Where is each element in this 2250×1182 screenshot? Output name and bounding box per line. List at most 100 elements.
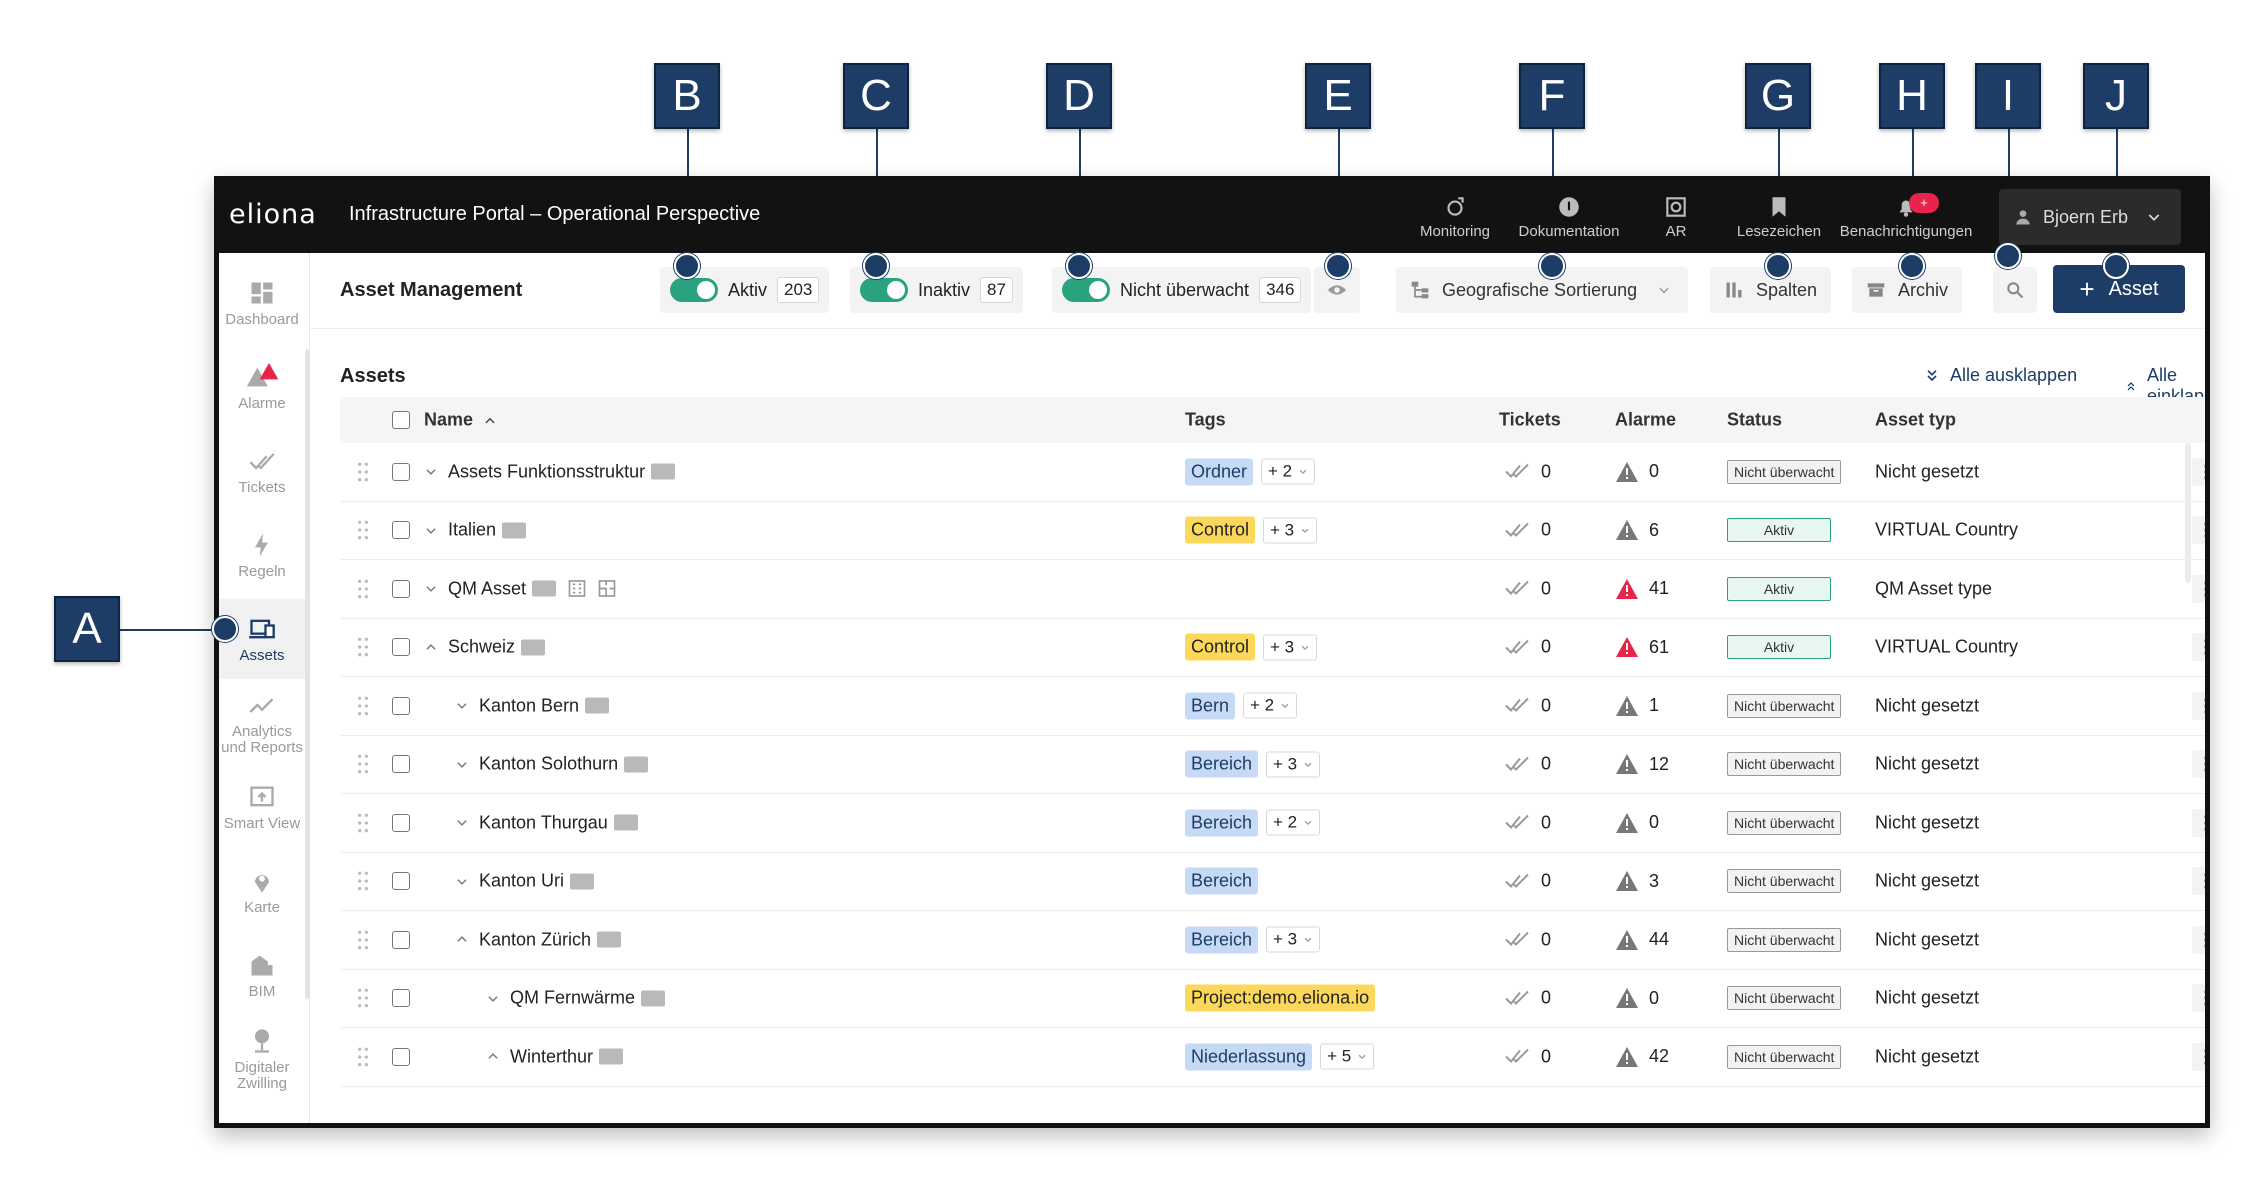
row-menu-button[interactable] bbox=[2192, 457, 2205, 486]
column-asset-type[interactable]: Asset typ bbox=[1875, 409, 1957, 430]
chevron-down-icon[interactable] bbox=[424, 523, 438, 537]
asset-name[interactable]: Kanton Solothurn bbox=[479, 753, 619, 774]
search-button[interactable] bbox=[1993, 267, 2037, 313]
sidebar-item-dashboard[interactable]: Dashboard bbox=[219, 263, 305, 343]
asset-name[interactable]: Winterthur bbox=[510, 1046, 594, 1067]
asset-name[interactable]: Kanton Zürich bbox=[479, 929, 592, 950]
expand-all-link[interactable]: Alle ausklappen bbox=[1924, 365, 2077, 386]
drag-handle-icon[interactable] bbox=[356, 987, 370, 1009]
table-row[interactable]: QM Asset 0 41 Aktiv QM Asset type bbox=[340, 560, 2205, 619]
tag-chip[interactable]: Bern bbox=[1185, 692, 1236, 720]
more-tags-button[interactable]: + 3 bbox=[1266, 926, 1321, 953]
tag-chip[interactable]: Bereich bbox=[1185, 750, 1259, 778]
user-menu[interactable]: Bjoern Erb bbox=[1999, 189, 2181, 245]
column-tickets[interactable]: Tickets bbox=[1499, 409, 1561, 430]
chevron-down-icon[interactable] bbox=[424, 465, 438, 479]
asset-name[interactable]: QM Asset bbox=[448, 578, 527, 599]
row-checkbox[interactable] bbox=[392, 696, 410, 715]
tag-chip[interactable]: Niederlassung bbox=[1185, 1043, 1313, 1071]
row-checkbox[interactable] bbox=[392, 872, 410, 891]
asset-name[interactable]: Kanton Bern bbox=[479, 695, 580, 716]
drag-handle-icon[interactable] bbox=[356, 812, 370, 834]
chevron-up-icon[interactable] bbox=[424, 640, 438, 654]
table-row[interactable]: Schweiz Control + 3 0 61 Aktiv VIRTUAL Country bbox=[340, 619, 2205, 677]
row-menu-button[interactable] bbox=[2192, 633, 2205, 662]
sidebar-item-alarms[interactable]: Alarme bbox=[219, 347, 305, 427]
row-checkbox[interactable] bbox=[392, 989, 410, 1008]
drag-handle-icon[interactable] bbox=[356, 578, 370, 600]
asset-name[interactable]: Kanton Thurgau bbox=[479, 812, 608, 833]
toggle-switch[interactable] bbox=[860, 278, 908, 302]
row-checkbox[interactable] bbox=[392, 813, 410, 832]
row-checkbox[interactable] bbox=[392, 462, 410, 481]
topnav-bookmarks[interactable]: Lesezeichen bbox=[1729, 187, 1829, 247]
toggle-inactive[interactable]: Inaktiv 87 bbox=[850, 267, 1023, 313]
asset-name[interactable]: Schweiz bbox=[448, 636, 516, 657]
row-checkbox[interactable] bbox=[392, 521, 410, 540]
topnav-notifications[interactable]: Benachrichtigungen + bbox=[1831, 187, 1981, 247]
drag-handle-icon[interactable] bbox=[356, 461, 370, 483]
sidebar-item-digital-twin[interactable]: Digitaler Zwilling bbox=[219, 1019, 305, 1099]
tag-chip[interactable]: Ordner bbox=[1185, 458, 1254, 486]
more-tags-button[interactable]: + 3 bbox=[1263, 517, 1318, 544]
row-checkbox[interactable] bbox=[392, 1047, 410, 1066]
table-row[interactable]: QM Fernwärme Project:demo.eliona.io 0 0 Nich… bbox=[340, 970, 2205, 1028]
topnav-documentation[interactable]: Dokumentation bbox=[1509, 187, 1629, 247]
tag-chip[interactable]: Control bbox=[1185, 516, 1256, 544]
drag-handle-icon[interactable] bbox=[356, 1046, 370, 1068]
row-checkbox[interactable] bbox=[392, 930, 410, 949]
sidebar-item-smart-view[interactable]: Smart View bbox=[219, 767, 305, 847]
more-tags-button[interactable]: + 3 bbox=[1266, 751, 1321, 778]
asset-name[interactable]: QM Fernwärme bbox=[510, 987, 636, 1008]
sidebar-item-assets[interactable]: Assets bbox=[219, 599, 305, 679]
column-name[interactable]: Name bbox=[424, 410, 497, 431]
table-row[interactable]: Kanton Uri Bereich 0 3 Nicht überwacht Nicht … bbox=[340, 853, 2205, 911]
sidebar-item-bim[interactable]: BIM bbox=[219, 935, 305, 1015]
toggle-switch[interactable] bbox=[1062, 278, 1110, 302]
asset-name[interactable]: Kanton Uri bbox=[479, 870, 565, 891]
chevron-down-icon[interactable] bbox=[455, 874, 469, 888]
more-tags-button[interactable]: + 2 bbox=[1243, 692, 1298, 719]
table-row[interactable]: Kanton Zürich Bereich + 3 0 44 Nicht überwach… bbox=[340, 911, 2205, 970]
table-row[interactable]: Kanton Bern Bern + 2 0 1 Nicht überwacht Nicht… bbox=[340, 677, 2205, 736]
row-menu-button[interactable] bbox=[2192, 574, 2205, 603]
more-tags-button[interactable]: + 5 bbox=[1320, 1043, 1375, 1070]
chevron-down-icon[interactable] bbox=[455, 757, 469, 771]
chevron-down-icon[interactable] bbox=[455, 699, 469, 713]
row-menu-button[interactable] bbox=[2192, 1042, 2205, 1071]
tag-chip[interactable]: Bereich bbox=[1185, 867, 1259, 895]
row-checkbox[interactable] bbox=[392, 755, 410, 774]
drag-handle-icon[interactable] bbox=[356, 636, 370, 658]
table-row[interactable]: Assets Funktionsstruktur Ordner + 2 0 0 Nicht… bbox=[340, 443, 2205, 502]
row-menu-button[interactable] bbox=[2192, 516, 2205, 545]
column-tags[interactable]: Tags bbox=[1185, 409, 1226, 430]
row-menu-button[interactable] bbox=[2192, 867, 2205, 896]
drag-handle-icon[interactable] bbox=[356, 695, 370, 717]
sidebar-item-tickets[interactable]: Tickets bbox=[219, 431, 305, 511]
more-tags-button[interactable]: + 2 bbox=[1261, 458, 1316, 485]
row-menu-button[interactable] bbox=[2192, 691, 2205, 720]
app-logo[interactable]: eliona bbox=[229, 199, 317, 230]
sidebar-item-rules[interactable]: Regeln bbox=[219, 515, 305, 595]
select-all-checkbox[interactable] bbox=[392, 411, 410, 429]
chevron-up-icon[interactable] bbox=[455, 933, 469, 947]
row-checkbox[interactable] bbox=[392, 638, 410, 657]
more-tags-button[interactable]: + 3 bbox=[1263, 634, 1318, 661]
asset-name[interactable]: Assets Funktionsstruktur bbox=[448, 461, 646, 482]
row-menu-button[interactable] bbox=[2192, 750, 2205, 779]
tag-chip[interactable]: Control bbox=[1185, 633, 1256, 661]
table-scrollbar[interactable] bbox=[2185, 443, 2191, 583]
column-status[interactable]: Status bbox=[1727, 409, 1783, 430]
row-menu-button[interactable] bbox=[2192, 808, 2205, 837]
table-row[interactable]: Italien Control + 3 0 6 Aktiv VIRTUAL Country bbox=[340, 502, 2205, 560]
sidebar-item-analytics[interactable]: Analytics und Reports bbox=[219, 683, 305, 763]
visibility-button[interactable] bbox=[1314, 267, 1360, 313]
tag-chip[interactable]: Bereich bbox=[1185, 809, 1259, 837]
toggle-unmonitored[interactable]: Nicht überwacht 346 bbox=[1052, 267, 1312, 313]
drag-handle-icon[interactable] bbox=[356, 753, 370, 775]
tag-chip[interactable]: Project:demo.eliona.io bbox=[1185, 984, 1376, 1012]
sidebar-scrollbar[interactable] bbox=[305, 349, 310, 999]
sidebar-item-map[interactable]: Karte bbox=[219, 851, 305, 931]
drag-handle-icon[interactable] bbox=[356, 929, 370, 951]
drag-handle-icon[interactable] bbox=[356, 870, 370, 892]
